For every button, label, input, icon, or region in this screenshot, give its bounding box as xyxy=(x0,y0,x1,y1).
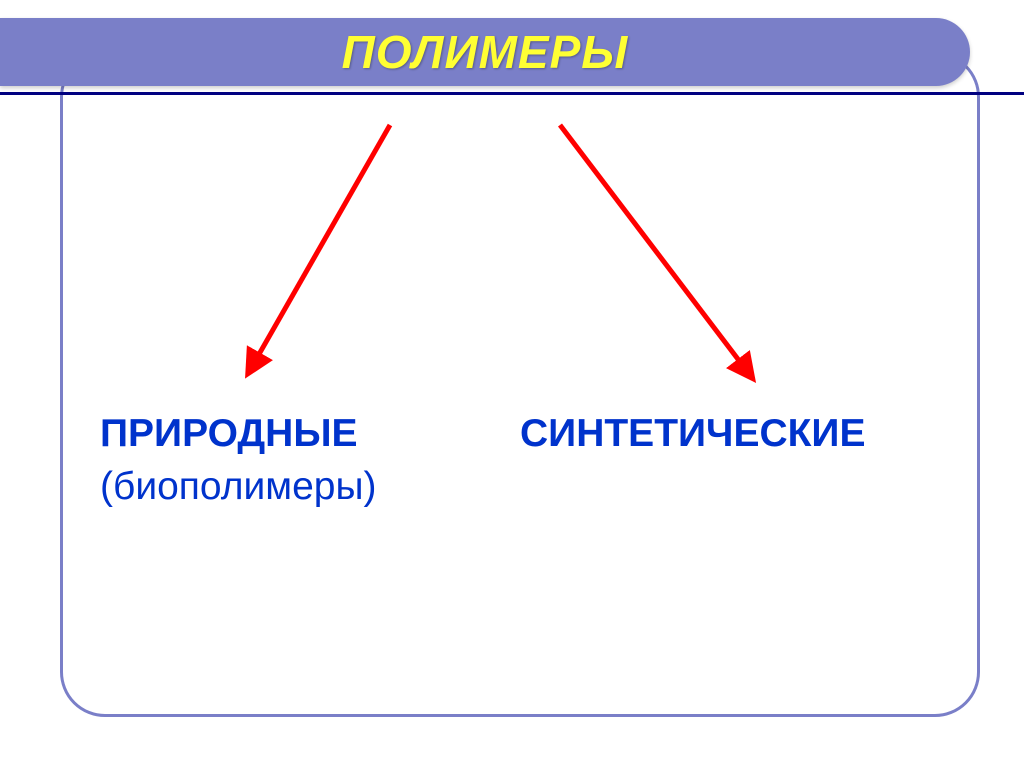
arrow-right xyxy=(540,115,790,420)
arrow-left-icon xyxy=(230,115,430,405)
title-bar: ПОЛИМЕРЫ xyxy=(0,18,970,86)
arrow-left xyxy=(230,115,430,410)
branch-right-main: СИНТЕТИЧЕСКИЕ xyxy=(520,408,865,461)
arrow-right-icon xyxy=(540,115,790,415)
branch-right: СИНТЕТИЧЕСКИЕ xyxy=(520,408,865,461)
accent-line xyxy=(0,92,1024,95)
branch-left-sub: (биополимеры) xyxy=(100,461,377,514)
page-title: ПОЛИМЕРЫ xyxy=(342,25,629,79)
branch-left-main: ПРИРОДНЫЕ xyxy=(100,408,377,461)
branch-left: ПРИРОДНЫЕ (биополимеры) xyxy=(100,408,377,513)
content-frame xyxy=(60,52,980,717)
